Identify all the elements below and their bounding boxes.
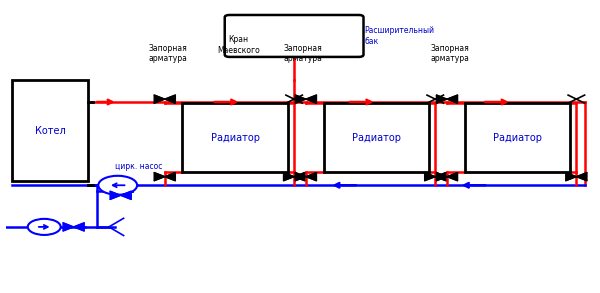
- Text: Радиатор: Радиатор: [352, 133, 401, 143]
- Polygon shape: [306, 95, 316, 103]
- Text: цирк. насос: цирк. насос: [115, 162, 162, 171]
- FancyBboxPatch shape: [464, 103, 571, 172]
- Text: Расширительный
бак: Расширительный бак: [365, 26, 434, 46]
- Polygon shape: [154, 95, 165, 103]
- Text: Запорная
арматура: Запорная арматура: [148, 44, 187, 63]
- FancyBboxPatch shape: [225, 15, 364, 57]
- Polygon shape: [447, 173, 458, 181]
- Polygon shape: [306, 173, 316, 181]
- Polygon shape: [294, 173, 305, 181]
- Polygon shape: [425, 173, 435, 181]
- Text: Котел: Котел: [35, 126, 65, 136]
- Circle shape: [28, 219, 61, 235]
- Polygon shape: [284, 173, 294, 181]
- Text: Запорная
арматура: Запорная арматура: [431, 44, 469, 63]
- Polygon shape: [577, 173, 587, 181]
- Polygon shape: [165, 173, 175, 181]
- Text: Запорная
арматура: Запорная арматура: [284, 44, 322, 63]
- Polygon shape: [295, 95, 306, 103]
- Polygon shape: [435, 173, 446, 181]
- Polygon shape: [165, 95, 175, 103]
- FancyBboxPatch shape: [12, 81, 88, 181]
- Polygon shape: [110, 191, 121, 200]
- Polygon shape: [447, 95, 458, 103]
- Polygon shape: [566, 173, 577, 181]
- Polygon shape: [154, 173, 165, 181]
- Text: Радиатор: Радиатор: [493, 133, 542, 143]
- Polygon shape: [436, 173, 447, 181]
- Polygon shape: [74, 223, 84, 231]
- Text: Кран
Маевского: Кран Маевского: [217, 35, 260, 54]
- FancyBboxPatch shape: [182, 103, 288, 172]
- Text: Радиатор: Радиатор: [211, 133, 260, 143]
- FancyBboxPatch shape: [323, 103, 430, 172]
- Polygon shape: [436, 95, 447, 103]
- Polygon shape: [295, 173, 306, 181]
- Polygon shape: [63, 223, 74, 231]
- Polygon shape: [121, 191, 131, 200]
- Circle shape: [98, 176, 137, 195]
